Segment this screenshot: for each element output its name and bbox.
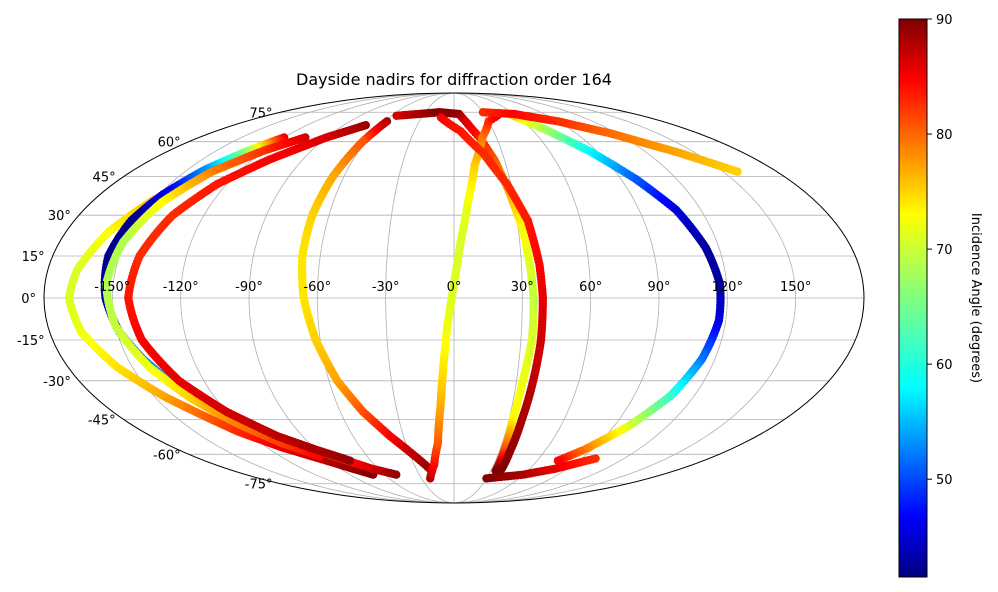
chart-title: Dayside nadirs for diffraction order 164 <box>296 70 612 89</box>
longitude-tick-label: -90° <box>235 280 263 295</box>
longitude-tick-label: 60° <box>579 280 602 295</box>
colorbar-tick-label: 50 <box>936 473 953 488</box>
colorbar-tick-label: 70 <box>936 243 953 258</box>
colorbar: 50 60 70 80 90 Incidence Angle (degrees) <box>898 13 983 578</box>
meridian-gridline <box>453 93 523 503</box>
longitude-tick-label: -60° <box>303 280 331 295</box>
meridian-gridline <box>111 93 455 503</box>
meridian-gridline <box>453 93 592 503</box>
meridian-gridline <box>453 93 797 503</box>
colorbar-tick-label: 90 <box>936 13 953 28</box>
latitude-tick-label: 45° <box>93 171 116 186</box>
longitude-tick-label: 0° <box>447 280 462 295</box>
data-point <box>733 167 742 176</box>
data-point <box>553 456 563 465</box>
colorbar-label: Incidence Angle (degrees) <box>968 213 983 383</box>
longitude-tick-label: -150° <box>94 280 130 295</box>
meridian-gridline <box>453 93 660 503</box>
longitude-tick-label: 90° <box>647 280 670 295</box>
longitude-tick-labels: -150° -120° -90° -60° -30° 0° 30° 60° 90° 120° 150… <box>94 280 811 295</box>
longitude-tick-label: 150° <box>780 280 811 295</box>
latitude-tick-label: 15° <box>22 250 45 265</box>
data-point <box>345 456 355 465</box>
latitude-tick-label: 30° <box>48 209 71 224</box>
longitude-tick-label: -120° <box>163 280 199 295</box>
data-point <box>591 454 600 463</box>
data-point <box>392 470 401 479</box>
latitude-tick-label: -15° <box>17 334 45 349</box>
colorbar-tick-label: 80 <box>936 128 953 143</box>
latitude-tick-labels: -75° -60° -45° -30° -15° 0° 15° 30° 45° 60° 75° <box>17 106 273 492</box>
latitude-tick-label: -75° <box>245 478 273 493</box>
latitude-tick-label: 0° <box>21 292 36 307</box>
latitude-tick-label: 60° <box>158 136 181 151</box>
colorbar-ticks: 50 60 70 80 90 <box>927 13 953 488</box>
longitude-tick-label: 120° <box>712 280 743 295</box>
map-outline <box>43 92 865 504</box>
latitude-tick-label: -45° <box>88 413 116 428</box>
latitude-tick-label: -30° <box>43 375 71 390</box>
latitude-tick-label: -60° <box>153 448 181 463</box>
longitude-tick-label: -30° <box>372 280 400 295</box>
colorbar-gradient <box>898 18 928 578</box>
colorbar-tick-label: 60 <box>936 358 953 373</box>
longitude-tick-label: 30° <box>511 280 534 295</box>
scatter-points <box>64 108 742 483</box>
latitude-tick-label: 75° <box>249 106 272 121</box>
